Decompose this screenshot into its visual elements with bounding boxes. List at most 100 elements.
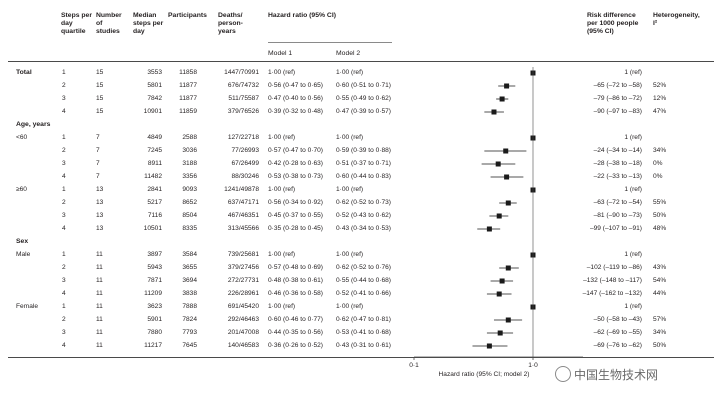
cell-studies: 7 xyxy=(96,173,100,180)
hr-point xyxy=(497,330,503,336)
cell-median-steps: 7880 xyxy=(147,329,162,336)
cell-model1: 1·00 (ref) xyxy=(268,69,296,76)
cell-risk-difference: –69 (–76 to –62) xyxy=(593,342,642,349)
cell-quartile: 3 xyxy=(62,95,66,102)
header-bottom-rule xyxy=(8,61,714,62)
cell-deaths: 676/74732 xyxy=(227,82,259,89)
cell-heterogeneity: 48% xyxy=(653,225,667,232)
hr-point xyxy=(503,148,509,154)
cell-risk-difference: –50 (–58 to –43) xyxy=(593,316,642,323)
cell-model2: 0·52 (0·41 to 0·66) xyxy=(336,290,391,297)
cell-risk-difference: –28 (–38 to –18) xyxy=(593,160,642,167)
cell-deaths: 140/46583 xyxy=(227,342,259,349)
cell-median-steps: 8911 xyxy=(147,160,162,167)
cell-heterogeneity: 52% xyxy=(653,82,667,89)
cell-heterogeneity: 12% xyxy=(653,95,667,102)
cell-model2: 0·62 (0·47 to 0·81) xyxy=(336,316,391,323)
cell-deaths: 292/46463 xyxy=(227,316,259,323)
cell-quartile: 4 xyxy=(62,342,66,349)
cell-median-steps: 5901 xyxy=(147,316,162,323)
watermark-logo-icon xyxy=(555,366,571,382)
cell-participants: 3584 xyxy=(182,251,197,258)
cell-deaths: 511/75587 xyxy=(228,95,259,102)
cell-quartile: 3 xyxy=(62,212,66,219)
cell-model1: 0·57 (0·48 to 0·69) xyxy=(268,264,323,271)
cell-model2: 0·53 (0·41 to 0·68) xyxy=(336,329,391,336)
cell-heterogeneity: 34% xyxy=(653,147,667,154)
cell-median-steps: 5801 xyxy=(147,82,162,89)
cell-risk-difference: 1 (ref) xyxy=(624,251,642,258)
cell-median-steps: 2841 xyxy=(147,186,162,193)
cell-model1: 0·56 (0·34 to 0·92) xyxy=(268,199,323,206)
cell-studies: 13 xyxy=(96,186,104,193)
cell-participants: 11877 xyxy=(179,82,197,89)
header-model1: Model 1 xyxy=(268,50,293,57)
cell-quartile: 1 xyxy=(62,251,66,258)
cell-median-steps: 3897 xyxy=(147,251,162,258)
cell-median-steps: 4849 xyxy=(147,134,162,141)
subgroup-label: ≥60 xyxy=(16,186,27,193)
cell-deaths: 67/26499 xyxy=(231,160,259,167)
hr-point xyxy=(496,291,502,297)
cell-median-steps: 3623 xyxy=(147,303,162,310)
cell-studies: 11 xyxy=(96,303,103,310)
cell-studies: 11 xyxy=(96,316,103,323)
cell-studies: 15 xyxy=(96,108,104,115)
cell-model1: 0·44 (0·35 to 0·56) xyxy=(268,329,323,336)
cell-risk-difference: –81 (–90 to –73) xyxy=(593,212,642,219)
cell-model2: 0·62 (0·52 to 0·76) xyxy=(336,264,391,271)
cell-deaths: 226/28961 xyxy=(227,290,259,297)
cell-deaths: 313/45566 xyxy=(227,225,259,232)
cell-risk-difference: 1 (ref) xyxy=(624,134,642,141)
hr-point xyxy=(495,161,501,167)
cell-risk-difference: –65 (–72 to –58) xyxy=(593,82,642,89)
cell-deaths: 88/30246 xyxy=(231,173,259,180)
header-quartile: Steps per day quartile xyxy=(61,12,92,36)
hr-point xyxy=(504,83,510,89)
cell-risk-difference: –90 (–97 to –83) xyxy=(593,108,642,115)
cell-studies: 7 xyxy=(96,147,100,154)
cell-quartile: 3 xyxy=(62,277,66,284)
cell-model2: 0·60 (0·51 to 0·71) xyxy=(336,82,391,89)
cell-participants: 9093 xyxy=(182,186,197,193)
cell-deaths: 272/27731 xyxy=(227,277,259,284)
header-deaths: Deaths/ person- years xyxy=(218,12,243,36)
header-participants: Participants xyxy=(168,12,207,19)
cell-median-steps: 7245 xyxy=(147,147,162,154)
cell-deaths: 467/46351 xyxy=(227,212,259,219)
x-axis-title: Hazard ratio (95% CI; model 2) xyxy=(438,371,530,378)
cell-quartile: 1 xyxy=(62,186,66,193)
header-model2: Model 2 xyxy=(336,50,361,57)
hr-point xyxy=(491,109,497,115)
cell-risk-difference: –99 (–107 to –91) xyxy=(589,225,642,232)
cell-quartile: 4 xyxy=(62,108,66,115)
hr-point xyxy=(499,96,505,102)
x-axis-tick-label: 1·0 xyxy=(528,362,538,369)
cell-studies: 11 xyxy=(96,277,103,284)
cell-participants: 7888 xyxy=(182,303,197,310)
cell-model1: 0·47 (0·40 to 0·56) xyxy=(268,95,323,102)
cell-model1: 0·57 (0·47 to 0·70) xyxy=(268,147,323,154)
cell-model2: 1·00 (ref) xyxy=(336,134,364,141)
cell-participants: 7824 xyxy=(182,316,197,323)
cell-model1: 1·00 (ref) xyxy=(268,186,296,193)
cell-model2: 0·62 (0·52 to 0·73) xyxy=(336,199,391,206)
hr-point xyxy=(504,174,510,180)
cell-risk-difference: 1 (ref) xyxy=(624,186,642,193)
cell-participants: 3036 xyxy=(182,147,197,154)
cell-studies: 13 xyxy=(96,199,104,206)
cell-deaths: 379/76526 xyxy=(227,108,259,115)
cell-quartile: 2 xyxy=(62,264,66,271)
cell-quartile: 3 xyxy=(62,329,66,336)
cell-quartile: 2 xyxy=(62,316,66,323)
cell-quartile: 2 xyxy=(62,147,66,154)
cell-deaths: 127/22718 xyxy=(227,134,259,141)
x-axis-tick-label: 0·1 xyxy=(409,362,419,369)
table-bottom-rule xyxy=(8,357,714,358)
cell-median-steps: 11217 xyxy=(144,342,162,349)
cell-heterogeneity: 54% xyxy=(653,277,667,284)
cell-studies: 7 xyxy=(96,134,100,141)
cell-heterogeneity: 57% xyxy=(653,316,667,323)
cell-quartile: 3 xyxy=(62,160,66,167)
